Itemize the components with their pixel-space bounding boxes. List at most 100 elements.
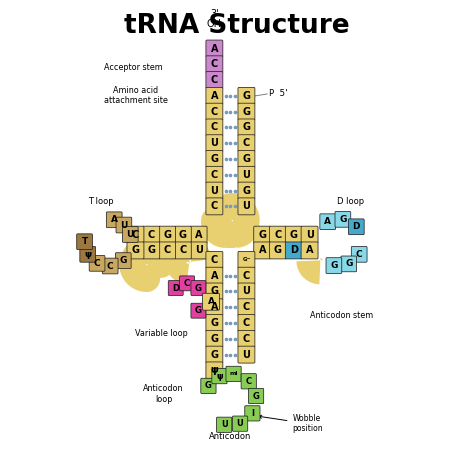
Text: G: G bbox=[242, 186, 250, 196]
Text: C: C bbox=[184, 279, 190, 288]
FancyBboxPatch shape bbox=[191, 281, 206, 295]
FancyBboxPatch shape bbox=[238, 135, 255, 152]
Text: G: G bbox=[179, 229, 187, 240]
FancyBboxPatch shape bbox=[115, 253, 131, 268]
FancyBboxPatch shape bbox=[320, 214, 336, 229]
FancyBboxPatch shape bbox=[245, 406, 260, 421]
Text: G: G bbox=[147, 246, 155, 255]
Text: Gᵐ: Gᵐ bbox=[242, 257, 250, 263]
Text: C: C bbox=[243, 334, 250, 344]
FancyBboxPatch shape bbox=[248, 388, 264, 404]
Text: G: G bbox=[163, 229, 171, 240]
FancyBboxPatch shape bbox=[89, 255, 105, 271]
FancyBboxPatch shape bbox=[254, 242, 271, 259]
Text: D: D bbox=[353, 222, 360, 231]
Text: C: C bbox=[211, 75, 218, 85]
Text: G: G bbox=[119, 256, 127, 265]
Text: C: C bbox=[211, 255, 218, 265]
Text: ψ: ψ bbox=[216, 372, 223, 381]
FancyBboxPatch shape bbox=[190, 242, 207, 259]
FancyBboxPatch shape bbox=[206, 103, 223, 120]
Text: A: A bbox=[324, 217, 331, 226]
Text: U: U bbox=[243, 350, 250, 360]
Text: U: U bbox=[195, 246, 202, 255]
FancyBboxPatch shape bbox=[159, 226, 175, 243]
FancyBboxPatch shape bbox=[106, 212, 122, 228]
Text: OH: OH bbox=[207, 19, 222, 29]
FancyBboxPatch shape bbox=[254, 226, 271, 243]
Text: A: A bbox=[258, 246, 266, 255]
Text: C: C bbox=[243, 302, 250, 312]
FancyBboxPatch shape bbox=[191, 303, 206, 318]
Text: U: U bbox=[243, 170, 250, 180]
FancyBboxPatch shape bbox=[238, 103, 255, 120]
FancyBboxPatch shape bbox=[238, 283, 255, 300]
Text: C: C bbox=[179, 246, 186, 255]
Text: C: C bbox=[243, 138, 250, 148]
Text: C: C bbox=[243, 271, 250, 281]
Text: A: A bbox=[210, 44, 218, 54]
FancyBboxPatch shape bbox=[206, 40, 223, 57]
Text: G: G bbox=[210, 318, 219, 328]
FancyBboxPatch shape bbox=[143, 226, 160, 243]
FancyBboxPatch shape bbox=[127, 242, 144, 259]
Text: A: A bbox=[306, 246, 313, 255]
Text: D: D bbox=[172, 283, 179, 292]
FancyBboxPatch shape bbox=[168, 281, 183, 295]
Text: G: G bbox=[195, 283, 202, 292]
Text: T loop: T loop bbox=[88, 197, 114, 206]
FancyBboxPatch shape bbox=[206, 346, 223, 363]
Text: G: G bbox=[258, 229, 266, 240]
FancyBboxPatch shape bbox=[206, 72, 223, 89]
FancyBboxPatch shape bbox=[335, 211, 351, 227]
Text: C: C bbox=[211, 107, 218, 117]
FancyBboxPatch shape bbox=[206, 119, 223, 136]
Text: U: U bbox=[237, 419, 244, 428]
Text: G: G bbox=[242, 107, 250, 117]
Text: A: A bbox=[111, 215, 118, 224]
FancyBboxPatch shape bbox=[201, 378, 216, 393]
FancyBboxPatch shape bbox=[127, 226, 144, 243]
FancyBboxPatch shape bbox=[80, 246, 96, 262]
Text: C: C bbox=[147, 229, 155, 240]
Text: G: G bbox=[345, 259, 353, 268]
FancyBboxPatch shape bbox=[285, 226, 302, 243]
Text: G: G bbox=[290, 229, 298, 240]
Text: C: C bbox=[211, 59, 218, 69]
Text: G: G bbox=[274, 246, 282, 255]
FancyBboxPatch shape bbox=[238, 119, 255, 136]
FancyBboxPatch shape bbox=[206, 166, 223, 183]
FancyBboxPatch shape bbox=[206, 182, 223, 199]
FancyBboxPatch shape bbox=[217, 417, 232, 432]
FancyBboxPatch shape bbox=[206, 151, 223, 167]
Text: G: G bbox=[195, 306, 202, 315]
FancyBboxPatch shape bbox=[206, 135, 223, 152]
Text: U: U bbox=[243, 201, 250, 211]
Text: C: C bbox=[211, 201, 218, 211]
FancyBboxPatch shape bbox=[206, 267, 223, 284]
FancyBboxPatch shape bbox=[238, 198, 255, 215]
Text: Acceptor stem: Acceptor stem bbox=[104, 63, 163, 72]
FancyBboxPatch shape bbox=[212, 368, 227, 384]
Text: G: G bbox=[242, 154, 250, 164]
Text: G: G bbox=[210, 350, 219, 360]
FancyBboxPatch shape bbox=[206, 315, 223, 331]
Text: U: U bbox=[306, 229, 313, 240]
FancyBboxPatch shape bbox=[206, 87, 223, 104]
Text: C: C bbox=[94, 259, 100, 268]
FancyBboxPatch shape bbox=[77, 234, 92, 250]
Text: G: G bbox=[330, 261, 337, 270]
Text: D: D bbox=[290, 246, 298, 255]
Text: U: U bbox=[210, 186, 219, 196]
FancyBboxPatch shape bbox=[206, 330, 223, 347]
FancyBboxPatch shape bbox=[238, 330, 255, 347]
Text: A: A bbox=[195, 229, 202, 240]
FancyBboxPatch shape bbox=[238, 87, 255, 104]
FancyBboxPatch shape bbox=[206, 198, 223, 215]
Text: A: A bbox=[208, 297, 214, 306]
FancyBboxPatch shape bbox=[238, 267, 255, 284]
Text: Amino acid
attachment site: Amino acid attachment site bbox=[104, 86, 168, 105]
FancyBboxPatch shape bbox=[341, 256, 356, 272]
Text: Anticodon: Anticodon bbox=[209, 432, 252, 441]
FancyBboxPatch shape bbox=[174, 226, 191, 243]
